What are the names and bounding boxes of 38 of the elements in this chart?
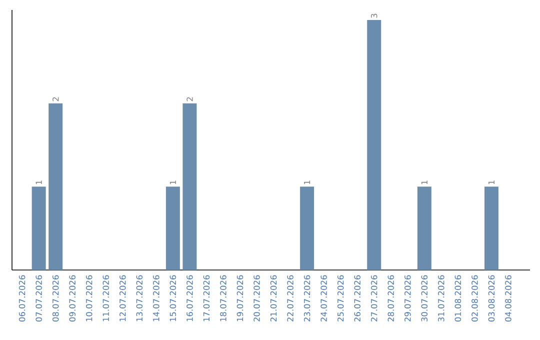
x-tick-label: 28.07.2026 xyxy=(388,275,394,322)
x-tick-label: 01.08.2026 xyxy=(454,275,462,322)
x-tick-label: 25.07.2026 xyxy=(337,275,344,322)
x-tick-label: 14.07.2026 xyxy=(153,275,160,322)
x-tick-label: 11.07.2026 xyxy=(102,275,110,322)
x-tick-label: 03.08.2026 xyxy=(488,275,495,322)
x-tick-label: 30.07.2026 xyxy=(421,275,428,322)
x-tick-label: 15.07.2026 xyxy=(170,275,176,322)
data-label: 2 xyxy=(186,97,193,102)
x-tick-label: 22.07.2026 xyxy=(287,275,294,322)
data-label: 1 xyxy=(421,180,428,184)
x-tick-label: 13.07.2026 xyxy=(136,275,143,322)
x-tick-label: 29.07.2026 xyxy=(404,275,411,322)
x-tick-label: 20.07.2026 xyxy=(254,275,260,322)
x-tick-label: 04.08.2026 xyxy=(505,275,512,322)
x-tick-label: 10.07.2026 xyxy=(86,275,92,322)
data-label: 1 xyxy=(36,180,42,184)
data-label: 3 xyxy=(370,14,378,18)
x-tick-label: 17.07.2026 xyxy=(203,275,210,322)
x-tick-label: 16.07.2026 xyxy=(186,275,193,322)
x-tick-label: 08.07.2026 xyxy=(52,275,59,322)
x-tick-label: 07.07.2026 xyxy=(36,275,42,322)
x-tick-label: 18.07.2026 xyxy=(220,275,226,322)
x-tick-label: 26.07.2026 xyxy=(354,275,360,322)
x-tick-label: 21.07.2026 xyxy=(270,275,277,322)
x-tick-label: 02.08.2026 xyxy=(472,275,478,322)
x-tick-label: 23.07.2026 xyxy=(304,275,310,322)
x-tick-label: 09.07.2026 xyxy=(69,275,76,322)
x-tick-label: 27.07.2026 xyxy=(370,275,378,322)
data-label: 1 xyxy=(488,180,494,184)
x-tick-label: 12.07.2026 xyxy=(120,275,126,322)
data-label: 2 xyxy=(52,97,59,102)
x-tick-label: 06.07.2026 xyxy=(18,275,26,322)
data-label: 1 xyxy=(170,180,176,184)
x-tick-label: 31.07.2026 xyxy=(438,275,444,322)
x-tick-label: 19.07.2026 xyxy=(236,275,244,322)
data-label: 1 xyxy=(304,180,310,184)
x-tick-label: 24.07.2026 xyxy=(320,275,327,322)
